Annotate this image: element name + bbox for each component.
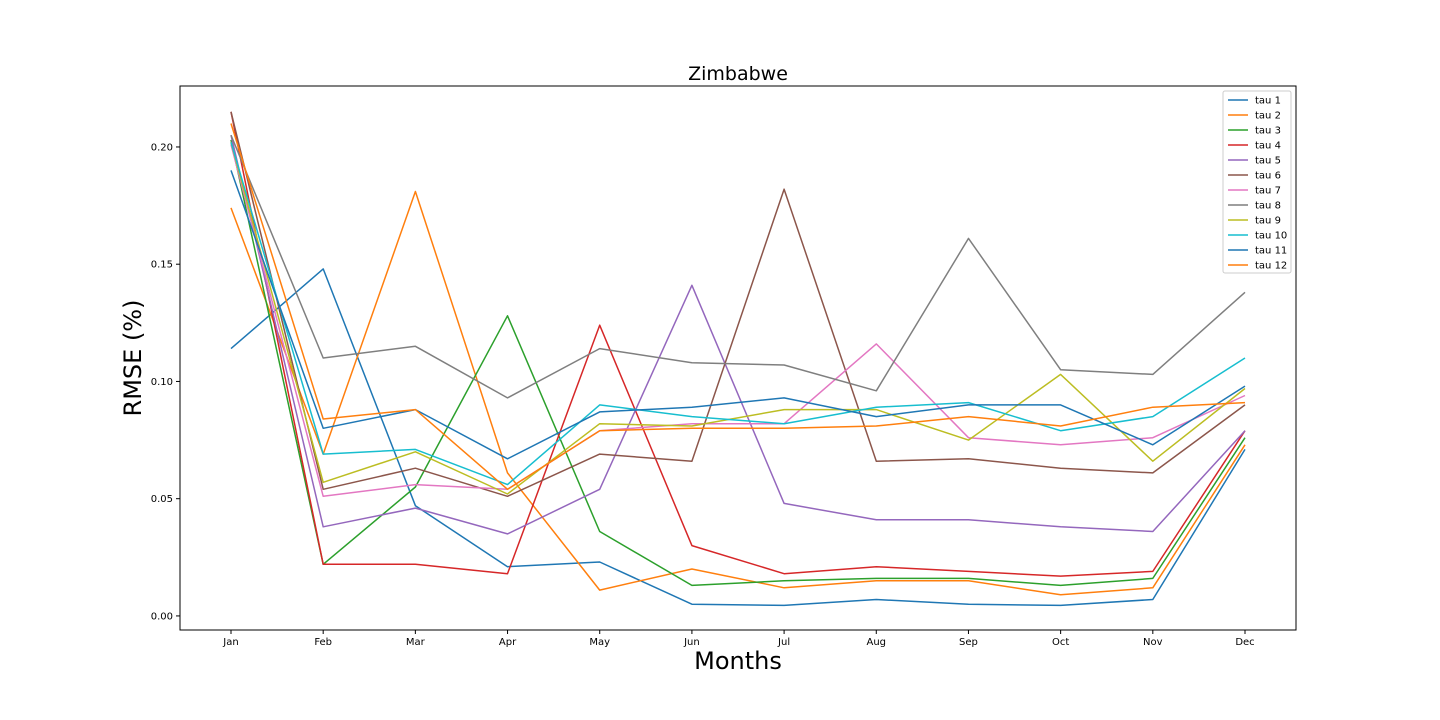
- legend-label: tau 1: [1255, 96, 1281, 107]
- y-tick-label: 0.15: [151, 260, 173, 271]
- y-tick-label: 0.20: [151, 142, 173, 153]
- x-tick-label: Mar: [406, 637, 426, 648]
- y-axis: 0.00 0.05 0.10 0.15 0.20: [151, 142, 180, 622]
- legend-label: tau 9: [1255, 216, 1281, 227]
- x-tick-label: Aug: [867, 637, 887, 648]
- series-line-tau-11: [230, 170, 1246, 460]
- series-line-tau-8: [230, 134, 1246, 399]
- legend-label: tau 6: [1255, 171, 1281, 182]
- series-line-tau-7: [230, 144, 1246, 498]
- series-line-tau-2: [230, 190, 1246, 596]
- y-tick-label: 0.00: [151, 611, 173, 622]
- series-line-tau-5: [230, 135, 1246, 535]
- x-tick-label: Jul: [777, 637, 790, 648]
- series-line-tau-9: [230, 142, 1246, 495]
- legend-label: tau 8: [1255, 201, 1281, 212]
- x-tick-label: Feb: [314, 637, 332, 648]
- legend: tau 1 tau 2 tau 3 tau 4 tau 5 tau 6 tau 7 tau 8…: [1222, 90, 1292, 274]
- x-tick-label: Jun: [683, 637, 700, 648]
- chart-title: Zimbabwe: [688, 63, 788, 85]
- legend-label: tau 12: [1255, 261, 1287, 272]
- series-line-tau-10: [230, 142, 1246, 486]
- legend-label: tau 5: [1255, 156, 1281, 167]
- x-tick-label: May: [589, 637, 610, 648]
- legend-label: tau 7: [1255, 186, 1281, 197]
- x-tick-label: Jan: [222, 637, 238, 648]
- series-line-tau-1: [230, 268, 1246, 607]
- series-line-tau-12: [230, 123, 1246, 491]
- legend-box: [1222, 90, 1292, 274]
- y-tick-label: 0.05: [151, 494, 173, 505]
- series-line-tau-6: [230, 111, 1246, 498]
- legend-label: tau 2: [1255, 111, 1281, 122]
- x-tick-label: Sep: [959, 637, 978, 648]
- legend-label: tau 10: [1255, 231, 1287, 242]
- x-axis-label: Months: [694, 647, 782, 675]
- legend-label: tau 4: [1255, 141, 1281, 152]
- series-line-tau-3: [230, 139, 1246, 587]
- x-tick-label: Apr: [499, 637, 517, 648]
- plot-area: [230, 111, 1246, 607]
- y-axis-label: RMSE (%): [119, 300, 147, 417]
- x-tick-label: Nov: [1143, 637, 1163, 648]
- x-axis: Jan Feb Mar Apr May Jun Jul Aug Sep Oct Nov Dec: [222, 630, 1255, 648]
- y-tick-label: 0.10: [151, 377, 173, 388]
- x-tick-label: Oct: [1052, 637, 1069, 648]
- legend-label: tau 3: [1255, 126, 1281, 137]
- axes-frame: [179, 85, 1297, 631]
- series-line-tau-4: [230, 111, 1246, 577]
- x-tick-label: Dec: [1235, 637, 1254, 648]
- legend-label: tau 11: [1255, 246, 1287, 257]
